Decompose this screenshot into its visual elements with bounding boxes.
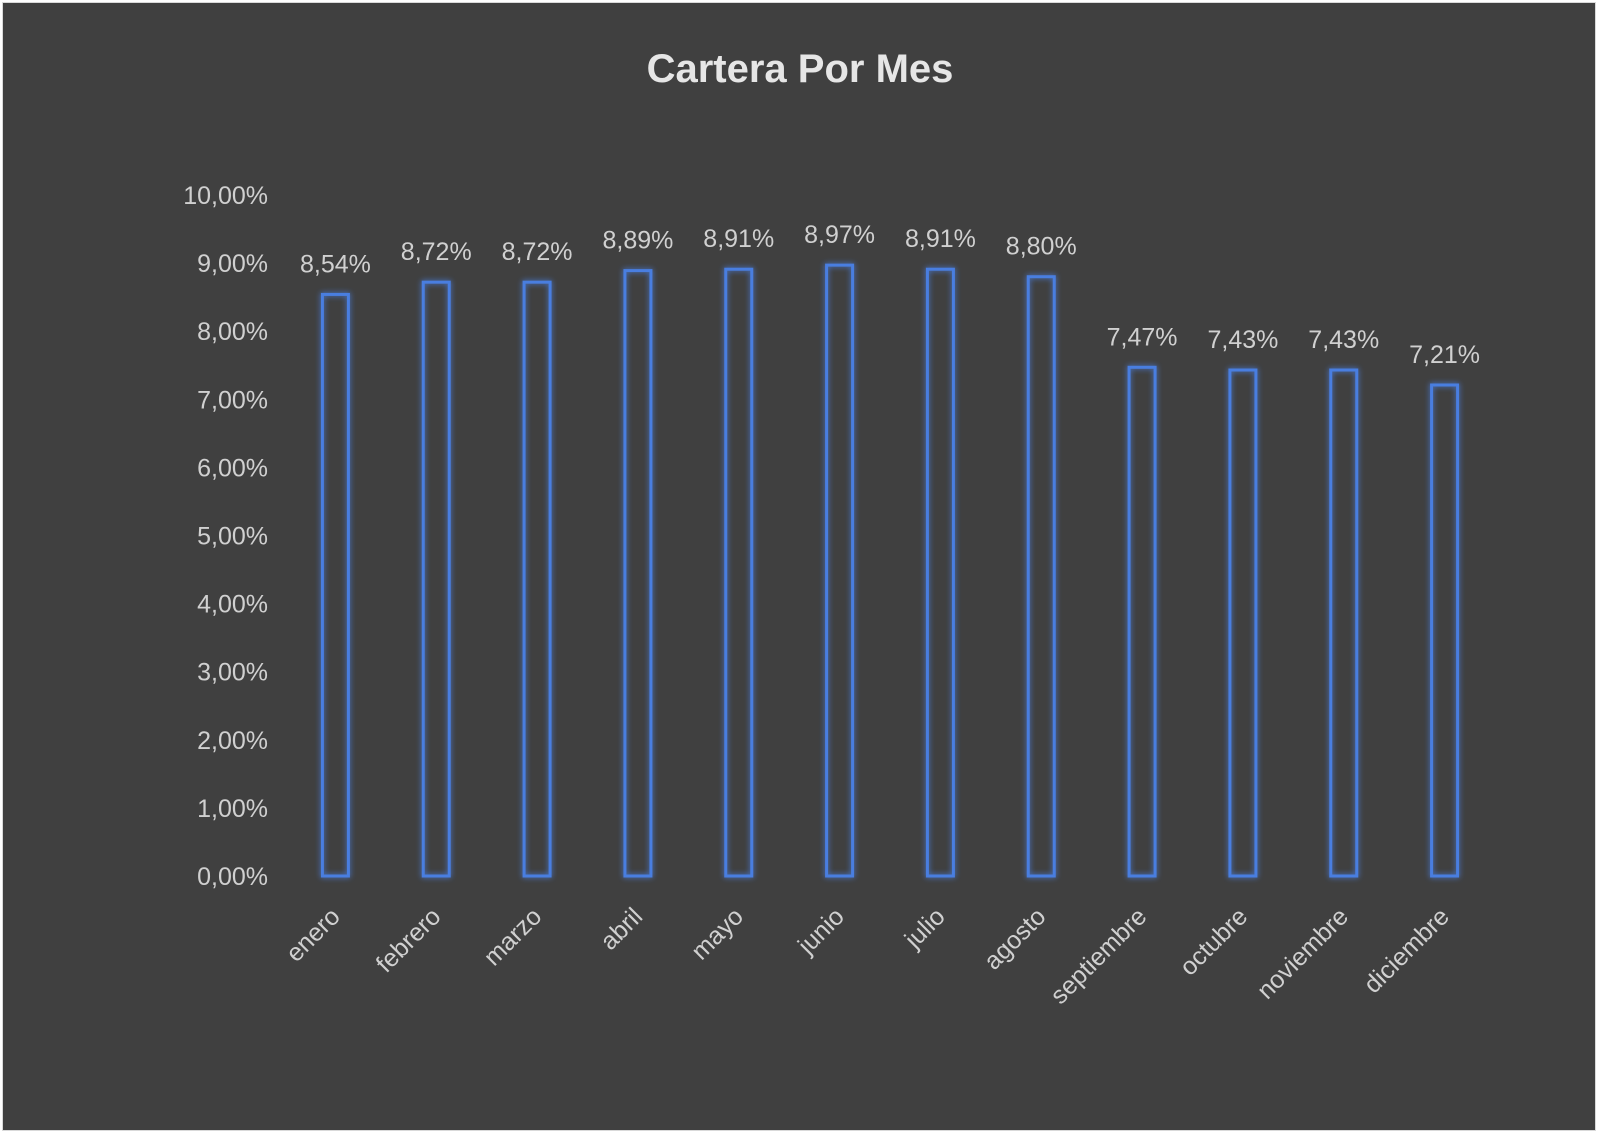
bar-octubre (1228, 368, 1258, 878)
data-label-abril: 8,89% (602, 227, 673, 255)
data-label-julio: 8,91% (905, 225, 976, 253)
y-tick-label: 1,00% (197, 795, 268, 823)
x-tick-label-mayo: mayo (686, 902, 749, 965)
data-label-noviembre: 7,43% (1308, 326, 1379, 354)
x-tick-label-agosto: agosto (979, 902, 1052, 975)
data-labels: 8,54% 8,72% 8,72% 8,89% 8,91% 8,97% 8,91% 8,80%… (300, 221, 1480, 369)
y-tick-label: 5,00% (197, 523, 268, 551)
x-axis: enero febrero marzo abril mayo junio julio agos… (281, 902, 1455, 1009)
x-tick-label-marzo: marzo (478, 902, 547, 971)
bar-enero (320, 292, 350, 878)
bar-diciembre (1430, 383, 1460, 878)
x-tick-label-septiembre: septiembre (1045, 902, 1152, 1009)
bar-junio (825, 263, 855, 878)
data-label-octubre: 7,43% (1207, 326, 1278, 354)
y-tick-label: 8,00% (197, 318, 268, 346)
chart-title: Cartera Por Mes (647, 47, 954, 91)
bar-marzo (522, 280, 552, 878)
y-axis: 0,00% 1,00% 2,00% 3,00% 4,00% 5,00% 6,00% 7,00%… (183, 182, 268, 891)
x-tick-label-abril: abril (595, 902, 648, 955)
x-tick-label-enero: enero (281, 902, 346, 967)
x-tick-label-febrero: febrero (371, 902, 447, 978)
y-tick-label: 6,00% (197, 454, 268, 482)
data-label-mayo: 8,91% (703, 225, 774, 253)
bar-mayo (724, 267, 754, 878)
data-label-septiembre: 7,47% (1107, 323, 1178, 351)
bar-julio (925, 267, 955, 878)
data-label-enero: 8,54% (300, 250, 371, 278)
data-label-diciembre: 7,21% (1409, 341, 1480, 369)
bar-septiembre (1127, 365, 1157, 878)
x-tick-label-julio: julio (899, 902, 951, 954)
bar-agosto (1026, 275, 1056, 878)
x-tick-label-junio: junio (792, 902, 850, 960)
data-label-marzo: 8,72% (502, 238, 573, 266)
data-label-junio: 8,97% (804, 221, 875, 249)
bar-noviembre (1329, 368, 1359, 878)
data-label-febrero: 8,72% (401, 238, 472, 266)
x-tick-label-octubre: octubre (1174, 902, 1253, 981)
y-tick-label: 4,00% (197, 591, 268, 619)
data-label-agosto: 8,80% (1006, 233, 1077, 261)
y-tick-label: 10,00% (183, 182, 268, 210)
bar-abril (623, 269, 653, 878)
y-tick-label: 7,00% (197, 386, 268, 414)
x-tick-label-diciembre: diciembre (1358, 902, 1454, 998)
bar-febrero (421, 280, 451, 878)
bars (320, 263, 1460, 878)
y-tick-label: 9,00% (197, 250, 268, 278)
y-tick-label: 0,00% (197, 863, 268, 891)
x-tick-label-noviembre: noviembre (1252, 902, 1354, 1004)
y-tick-label: 3,00% (197, 659, 268, 687)
y-tick-label: 2,00% (197, 727, 268, 755)
